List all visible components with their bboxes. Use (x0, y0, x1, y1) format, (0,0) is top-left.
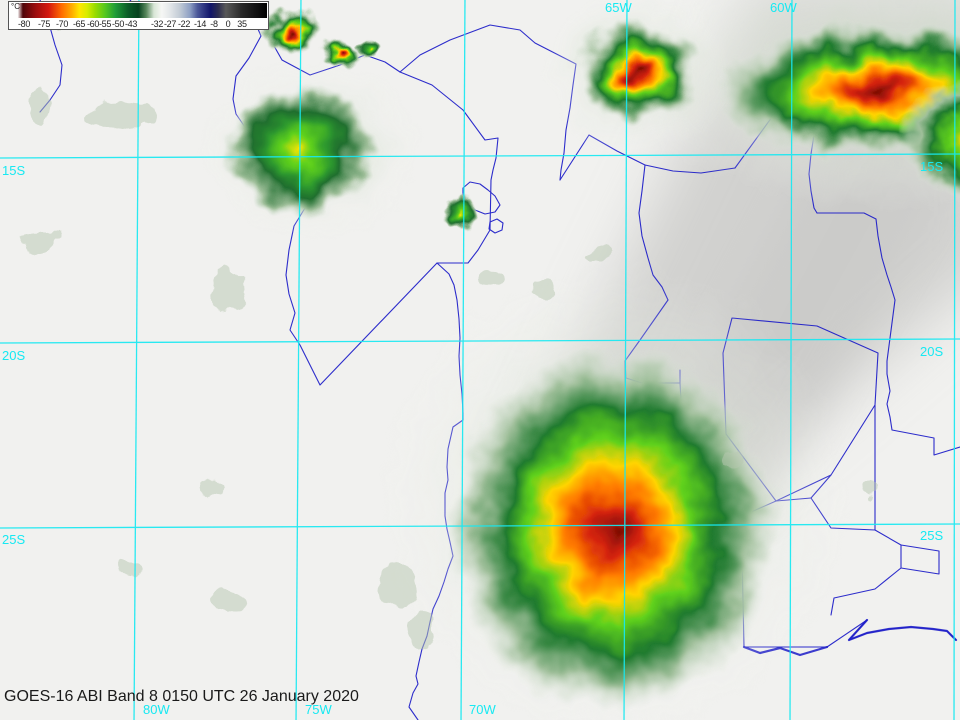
svg-text:65W: 65W (605, 0, 632, 15)
svg-text:20S: 20S (2, 348, 25, 363)
svg-text:60W: 60W (770, 0, 797, 15)
svg-text:15S: 15S (2, 163, 25, 178)
svg-text:15S: 15S (920, 159, 943, 174)
svg-text:25S: 25S (920, 528, 943, 543)
svg-text:25S: 25S (2, 532, 25, 547)
svg-text:70W: 70W (469, 702, 496, 717)
svg-text:20S: 20S (920, 344, 943, 359)
